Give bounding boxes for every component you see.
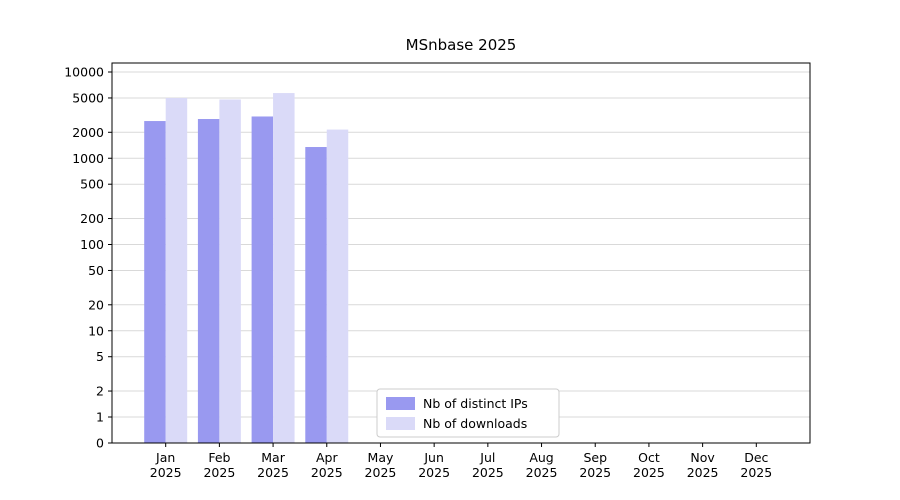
- bar-nb-of-distinct-ips-3: [305, 147, 327, 443]
- bar-nb-of-downloads-2: [273, 93, 295, 444]
- legend-swatch-nb-of-distinct-ips: [386, 397, 415, 410]
- x-tick-label: Apr 2025: [311, 450, 343, 480]
- legend: [376, 388, 560, 438]
- chart-title: MSnbase 2025: [406, 36, 517, 54]
- y-tick-label: 10000: [64, 65, 104, 80]
- y-tick-label: 20: [88, 297, 104, 312]
- x-tick-label: Dec 2025: [740, 450, 772, 480]
- x-tick-label: Feb 2025: [203, 450, 235, 480]
- y-tick-label: 2000: [72, 125, 104, 140]
- y-tick-label: 50: [88, 263, 104, 278]
- x-tick-label: Jun 2025: [418, 450, 450, 480]
- y-tick-label: 0: [96, 436, 104, 451]
- x-tick-label: Oct 2025: [633, 450, 665, 480]
- legend-label-nb-of-distinct-ips: Nb of distinct IPs: [423, 396, 528, 411]
- y-tick-label: 1: [96, 410, 104, 425]
- bar-nb-of-distinct-ips-1: [197, 119, 220, 444]
- bar-nb-of-downloads-3: [326, 129, 349, 443]
- x-tick-label: Aug 2025: [526, 450, 558, 480]
- bar-nb-of-distinct-ips-0: [144, 121, 166, 444]
- x-tick-label: Jan 2025: [150, 450, 182, 480]
- y-tick-label: 1000: [72, 151, 104, 166]
- y-tick-label: 500: [80, 177, 104, 192]
- y-tick-label: 100: [80, 237, 104, 252]
- legend-label-nb-of-downloads: Nb of downloads: [423, 416, 527, 431]
- axes-frame: [111, 62, 811, 444]
- x-tick-label: Jul 2025: [472, 450, 504, 480]
- y-tick-label: 10: [88, 323, 104, 338]
- y-tick-label: 5: [96, 349, 104, 364]
- x-tick-label: Nov 2025: [687, 450, 719, 480]
- bar-nb-of-downloads-0: [165, 97, 188, 443]
- x-tick-label: Mar 2025: [257, 450, 289, 480]
- y-tick-label: 2: [96, 384, 104, 399]
- legend-swatch-nb-of-downloads: [386, 417, 415, 430]
- x-tick-label: Sep 2025: [579, 450, 611, 480]
- y-tick-label: 5000: [72, 90, 104, 105]
- bar-nb-of-distinct-ips-2: [251, 116, 274, 444]
- bar-nb-of-downloads-1: [219, 99, 241, 443]
- x-tick-label: May 2025: [365, 450, 397, 480]
- y-tick-label: 200: [80, 211, 104, 226]
